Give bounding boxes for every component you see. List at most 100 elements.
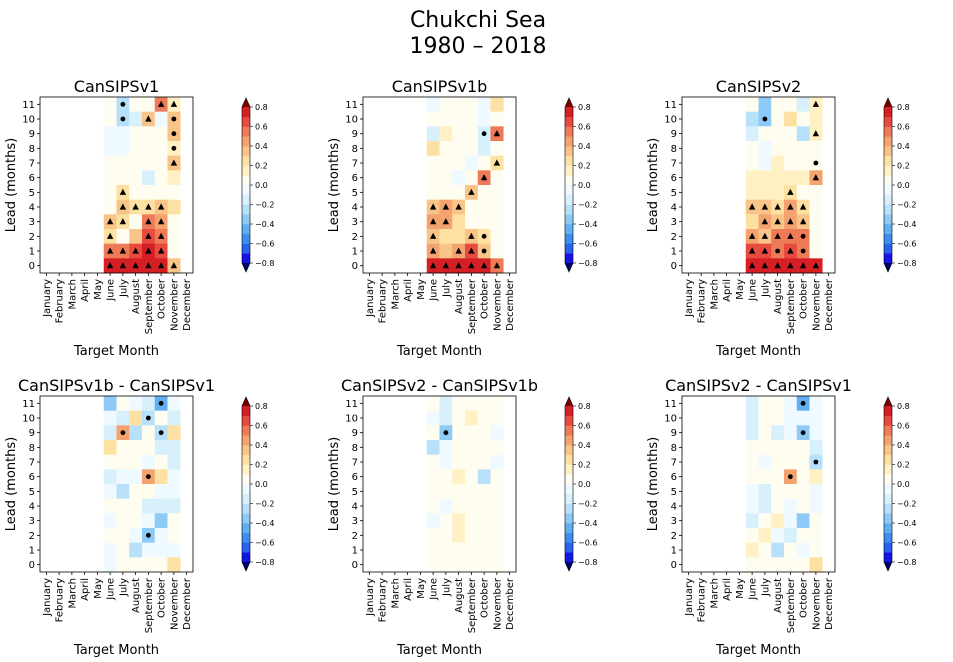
heatmap-cell xyxy=(103,484,117,499)
x-tick-label: August xyxy=(773,279,784,314)
colorbar-segment xyxy=(242,542,250,553)
colorbar-segment xyxy=(884,425,892,436)
x-tick-label: May xyxy=(735,578,746,599)
heatmap-cell xyxy=(809,542,823,558)
heatmap-cell xyxy=(452,528,466,543)
axes-frame xyxy=(681,395,836,573)
y-tick-label: 1 xyxy=(671,247,677,258)
heatmap-cell xyxy=(758,454,772,470)
significance-triangle-marker xyxy=(812,174,820,181)
heatmap-cell xyxy=(771,111,785,127)
significance-triangle-marker xyxy=(787,232,794,239)
heatmap-cell xyxy=(745,454,759,470)
x-tick-label: November xyxy=(169,278,180,331)
heatmap-cell xyxy=(129,214,143,230)
colorbar: 0.8 0.6 0.4 0.2 0.0 −0.2 −0.4 −0.6 −0.8 xyxy=(564,97,597,273)
heatmap-cell xyxy=(103,185,117,200)
significance-dot-marker xyxy=(800,430,806,436)
significance-triangle-marker xyxy=(455,247,462,254)
heatmap-cell xyxy=(796,513,810,529)
colorbar: 0.8 0.6 0.4 0.2 0.0 −0.2 −0.4 −0.6 −0.8 xyxy=(564,396,597,572)
x-tick-label: July xyxy=(760,279,771,298)
y-tick-label: 11 xyxy=(664,399,677,410)
x-tick-label: May xyxy=(93,279,104,300)
y-tick-label: 8 xyxy=(29,144,35,155)
heatmap-cell xyxy=(167,170,181,186)
heatmap-cell xyxy=(452,170,466,186)
heatmap-cell xyxy=(129,440,143,455)
heatmap-cell xyxy=(452,440,466,455)
heatmap-cell xyxy=(490,199,504,215)
heatmap-cell xyxy=(758,528,772,543)
heatmap-cell xyxy=(771,155,785,171)
colorbar-segment xyxy=(565,523,573,534)
x-tick-label: June xyxy=(106,279,117,302)
heatmap-cell xyxy=(426,97,440,112)
significance-dot-marker xyxy=(145,474,151,480)
colorbar-tick-label: −0.6 xyxy=(255,240,274,249)
significance-triangle-marker xyxy=(799,218,807,225)
heatmap-cell xyxy=(809,498,823,514)
heatmap-cell xyxy=(154,484,168,499)
heatmap-cell xyxy=(490,557,504,573)
colorbar-segment xyxy=(565,116,573,127)
heatmap-cell xyxy=(154,557,168,573)
colorbar-segment xyxy=(565,532,573,543)
x-tick-label: February xyxy=(378,279,389,323)
heatmap-cell xyxy=(758,155,772,171)
colorbar-segment xyxy=(884,146,892,157)
significance-dot-marker xyxy=(158,400,164,406)
heatmap-cell xyxy=(758,542,772,558)
y-tick-label: 10 xyxy=(345,115,358,126)
colorbar-tick-label: −0.4 xyxy=(897,519,916,528)
heatmap-cell xyxy=(796,126,810,142)
heatmap-cell xyxy=(758,498,772,514)
x-tick-label: December xyxy=(505,278,516,331)
x-tick-label: February xyxy=(55,279,66,323)
colorbar-segment xyxy=(242,406,250,417)
y-tick-label: 9 xyxy=(352,129,358,140)
significance-triangle-marker xyxy=(748,203,756,210)
heatmap-cell xyxy=(426,425,440,441)
y-tick-label: 9 xyxy=(29,129,35,140)
heatmap-cell xyxy=(490,513,504,529)
significance-triangle-marker xyxy=(455,262,462,269)
heatmap-cell xyxy=(129,498,143,514)
significance-triangle-marker xyxy=(480,262,488,269)
heatmap-cell xyxy=(771,170,785,186)
colorbar-tick-label: −0.8 xyxy=(255,259,274,268)
colorbar-segment xyxy=(565,435,573,446)
heatmap-cell xyxy=(154,440,168,455)
y-tick-label: 3 xyxy=(29,217,35,228)
significance-triangle-marker xyxy=(761,203,769,210)
heatmap-cell xyxy=(426,440,440,455)
heatmap-cell xyxy=(490,469,504,485)
heatmap-cell xyxy=(465,199,479,215)
heatmap-cell xyxy=(452,425,466,441)
colorbar-segment xyxy=(884,464,892,475)
y-tick-label: 5 xyxy=(352,188,358,199)
significance-triangle-marker xyxy=(468,188,475,195)
significance-triangle-marker xyxy=(748,247,756,254)
x-tick-label: October xyxy=(480,577,491,618)
x-tick-label: January xyxy=(365,279,376,318)
heatmap-cell xyxy=(129,141,143,156)
heatmap-cell xyxy=(784,141,798,156)
heatmap-cell xyxy=(796,528,810,543)
significance-triangle-marker xyxy=(145,262,152,269)
heatmap-cell xyxy=(771,557,785,573)
colorbar-tick-label: 0.6 xyxy=(255,422,268,431)
colorbar-segment xyxy=(565,214,573,225)
colorbar-segment xyxy=(884,155,892,166)
x-tick-label: July xyxy=(441,279,452,298)
heatmap-cell xyxy=(796,484,810,499)
heatmap-cell xyxy=(490,425,504,441)
axes-frame xyxy=(362,395,517,573)
heatmap-cell xyxy=(129,542,143,558)
heatmap-cell xyxy=(771,141,785,156)
colorbar-tick-label: −0.6 xyxy=(897,240,916,249)
panel-4: CanSIPSv1b - CanSIPSv1 0 1 2 3 4 5 6 7 8 9 10 11 Janu… xyxy=(4,376,274,658)
x-tick-label: January xyxy=(684,578,695,617)
heatmap-cell xyxy=(426,528,440,543)
